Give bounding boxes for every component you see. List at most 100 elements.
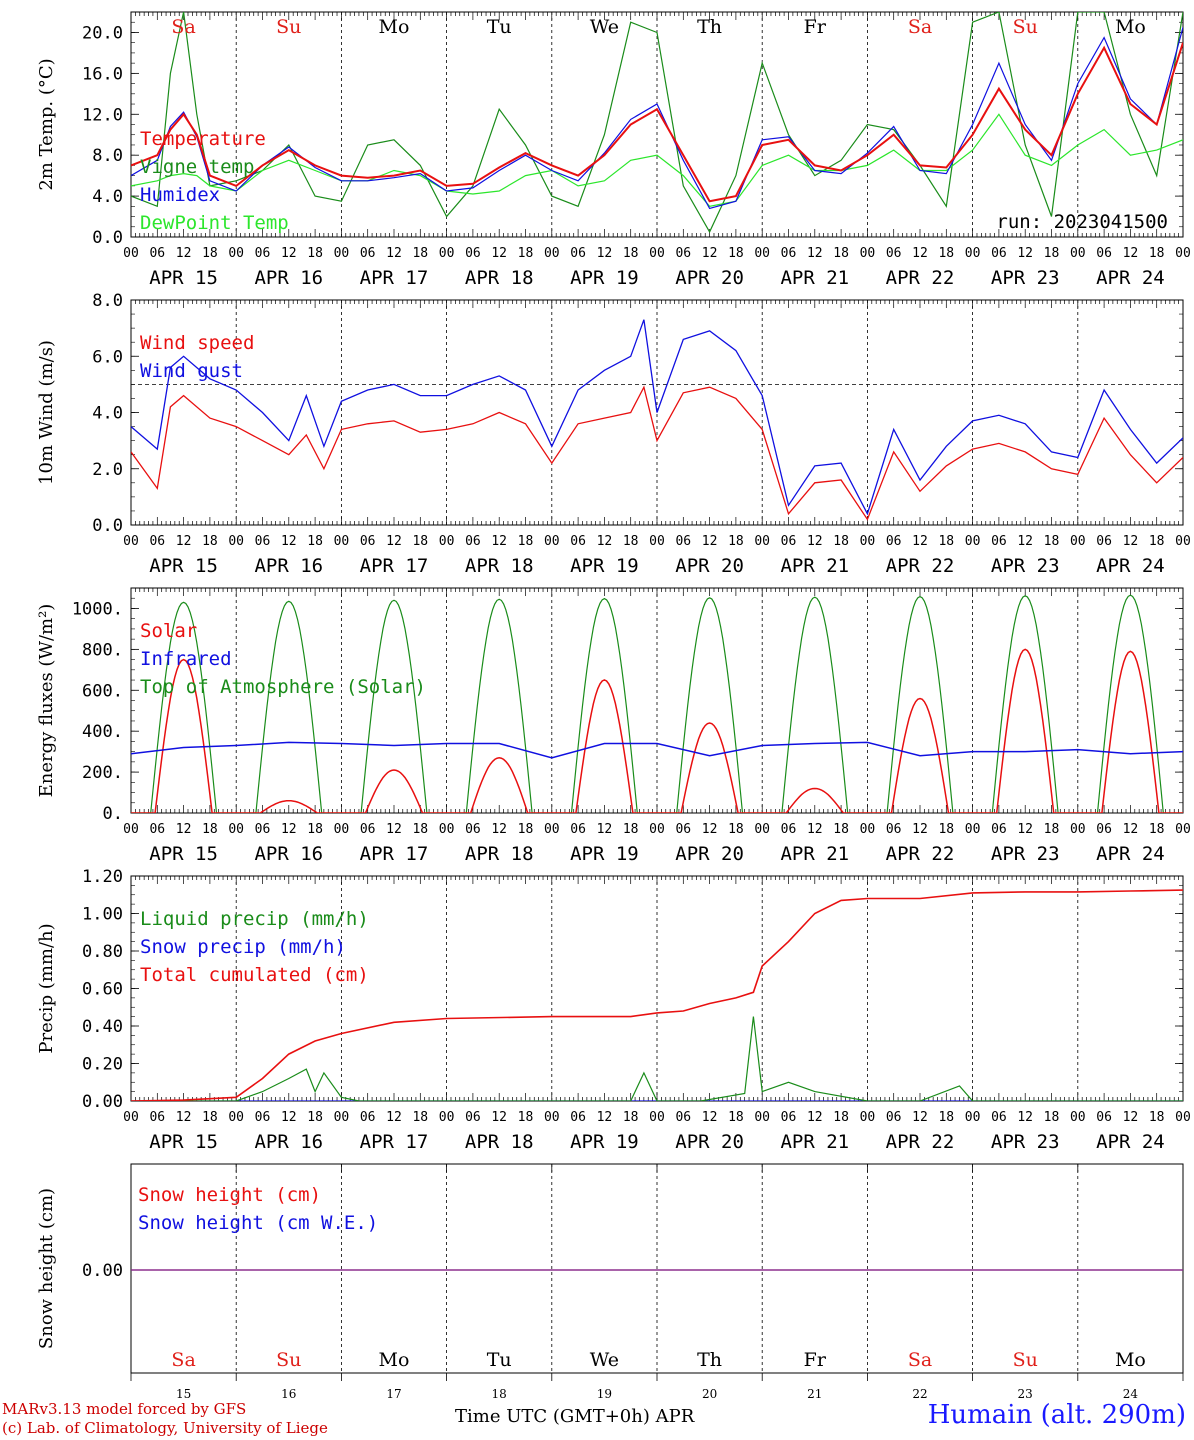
date-label: APR 20: [675, 843, 744, 865]
day-number-label: 23: [1018, 1387, 1033, 1401]
date-label: APR 15: [149, 267, 218, 289]
hour-tick-label: 06: [255, 822, 271, 837]
hour-tick-label: 00: [860, 534, 876, 549]
series-line-wind-gust: [131, 319, 1183, 516]
legend-entry: Vigne temp: [140, 156, 254, 178]
hour-tick-label: 12: [807, 822, 823, 837]
panel-frame-2: [130, 587, 1184, 814]
hour-tick-label: 18: [623, 246, 639, 261]
y-tick-label: 1.20: [82, 867, 123, 887]
hour-tick-label: 00: [754, 246, 770, 261]
y-tick-label: 0.0: [92, 228, 123, 248]
hour-tick-label: 00: [860, 246, 876, 261]
date-label: APR 15: [149, 555, 218, 577]
legend-entry: Top of Atmosphere (Solar): [140, 676, 426, 698]
legend-entry: DewPoint Temp: [140, 212, 289, 234]
hour-tick-label: 00: [334, 534, 350, 549]
hour-tick-label: 12: [176, 822, 192, 837]
y-tick-label: 4.0: [92, 187, 123, 207]
hour-tick-label: 06: [991, 822, 1007, 837]
hour-tick-label: 12: [597, 246, 613, 261]
series-line-top-of-atmosphere: [131, 594, 1183, 813]
date-label: APR 24: [1096, 267, 1165, 289]
y-axis-label: Precip (mm/h): [36, 923, 57, 1053]
hour-tick-label: 18: [307, 246, 323, 261]
y-tick-label: 0.00: [82, 1261, 123, 1281]
hour-tick-label: 06: [255, 534, 271, 549]
hour-tick-label: 00: [439, 1110, 455, 1125]
y-tick-label: 1.00: [82, 905, 123, 925]
hour-tick-label: 12: [386, 246, 402, 261]
hour-tick-label: 18: [623, 534, 639, 549]
hour-tick-label: 12: [281, 246, 297, 261]
hour-tick-label: 12: [597, 1110, 613, 1125]
y-axis-label: Snow height (cm): [36, 1188, 57, 1349]
hour-tick-label: 18: [833, 822, 849, 837]
legend-entry: Wind gust: [140, 360, 243, 382]
y-tick-label: 200.: [82, 763, 123, 783]
hour-tick-label: 12: [386, 1110, 402, 1125]
hour-tick-label: 06: [886, 1110, 902, 1125]
hour-tick-label: 18: [1044, 822, 1060, 837]
hour-tick-label: 06: [360, 534, 376, 549]
weekday-label: Fr: [804, 16, 827, 38]
hour-tick-label: 18: [623, 822, 639, 837]
hour-tick-label: 00: [860, 822, 876, 837]
x-axis-title: Time UTC (GMT+0h) APR: [455, 1406, 694, 1427]
hour-tick-label: 00: [123, 246, 139, 261]
hour-tick-label: 12: [1017, 1110, 1033, 1125]
hour-tick-label: 12: [912, 1110, 928, 1125]
y-tick-label: 0.80: [82, 942, 123, 962]
weekday-label: Th: [697, 16, 722, 38]
y-tick-label: 8.0: [92, 291, 123, 311]
date-label: APR 21: [780, 267, 849, 289]
hour-tick-label: 18: [518, 534, 534, 549]
hour-tick-label: 06: [465, 246, 481, 261]
hour-tick-label: 12: [912, 822, 928, 837]
hour-tick-label: 18: [728, 534, 744, 549]
weekday-label: Su: [276, 1349, 301, 1371]
hour-tick-label: 00: [439, 822, 455, 837]
hour-tick-label: 12: [807, 1110, 823, 1125]
hour-tick-label: 12: [702, 1110, 718, 1125]
hour-tick-label: 06: [991, 534, 1007, 549]
hour-tick-label: 12: [912, 246, 928, 261]
date-label: APR 19: [570, 555, 639, 577]
date-label: APR 23: [991, 555, 1060, 577]
hour-tick-label: 06: [675, 246, 691, 261]
hour-tick-label: 00: [544, 534, 560, 549]
weekday-label: Sa: [171, 16, 195, 38]
hour-tick-label: 12: [807, 246, 823, 261]
hour-tick-label: 18: [518, 822, 534, 837]
hour-tick-label: 06: [465, 1110, 481, 1125]
hour-tick-label: 18: [518, 1110, 534, 1125]
hour-tick-label: 00: [649, 534, 665, 549]
date-label: APR 21: [780, 555, 849, 577]
hour-tick-label: 06: [781, 534, 797, 549]
hour-tick-label: 18: [202, 822, 218, 837]
hour-tick-label: 00: [228, 246, 244, 261]
hour-tick-label: 18: [1044, 246, 1060, 261]
y-tick-label: 16.0: [82, 64, 123, 84]
hour-tick-label: 06: [360, 246, 376, 261]
date-label: APR 19: [570, 267, 639, 289]
weekday-label: Mo: [379, 16, 410, 38]
hour-tick-label: 12: [386, 534, 402, 549]
legend-entry: Infrared: [140, 648, 232, 670]
hour-tick-label: 18: [307, 1110, 323, 1125]
date-label: APR 18: [465, 267, 534, 289]
hour-tick-label: 12: [702, 822, 718, 837]
hour-tick-label: 06: [1096, 534, 1112, 549]
hour-tick-label: 06: [1096, 822, 1112, 837]
station-name: Humain (alt. 290m): [927, 1400, 1186, 1430]
hour-tick-label: 18: [938, 822, 954, 837]
hour-tick-label: 06: [886, 822, 902, 837]
series-line-infrared: [131, 741, 1183, 759]
hour-tick-label: 18: [728, 246, 744, 261]
hour-tick-label: 12: [176, 246, 192, 261]
hour-tick-label: 12: [491, 246, 507, 261]
weekday-label: Fr: [804, 1349, 827, 1371]
weekday-label: Sa: [908, 16, 932, 38]
hour-tick-label: 06: [360, 822, 376, 837]
hour-tick-label: 12: [702, 246, 718, 261]
